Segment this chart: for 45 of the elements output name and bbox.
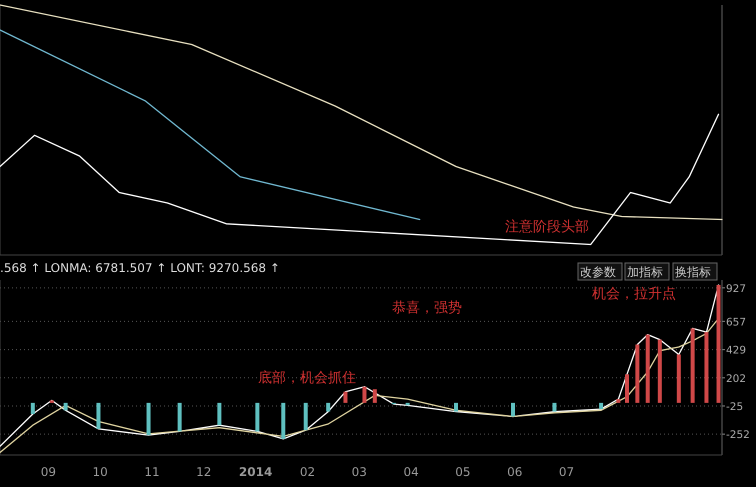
text: 换指标	[675, 265, 711, 279]
annotation: 机会，拉升点	[592, 286, 676, 302]
bar	[552, 402, 556, 412]
bar	[217, 402, 222, 426]
bar	[281, 402, 286, 439]
x-tick-label: 2014	[238, 465, 272, 479]
bar	[255, 402, 260, 432]
x-tick-label: 10	[92, 465, 108, 479]
bar	[454, 402, 458, 412]
bar	[658, 340, 662, 403]
bar	[146, 402, 151, 436]
annotation: 恭喜，强势	[392, 300, 462, 316]
bar	[304, 402, 308, 430]
text: .568 ↑ LONMA: 6781.507 ↑ LONT: 9270.568 ↑	[0, 261, 280, 275]
y-tick-label: 657	[726, 316, 746, 328]
bar	[716, 284, 721, 403]
y-tick-label: 429	[726, 344, 746, 357]
y-tick-label: 202	[726, 372, 746, 385]
text: 加指标	[627, 265, 663, 279]
bar	[690, 328, 695, 403]
bar	[50, 400, 54, 403]
bar	[625, 374, 629, 403]
bar	[646, 334, 650, 403]
x-tick-label: 05	[455, 465, 471, 479]
bar	[64, 402, 68, 410]
x-tick-label: 04	[403, 465, 419, 479]
x-tick-label: 02	[300, 465, 316, 479]
x-tick-label: 03	[352, 465, 367, 479]
bar	[178, 402, 182, 432]
x-tick-label: 07	[558, 465, 574, 479]
x-tick-label: 06	[507, 465, 522, 479]
bar	[96, 402, 100, 429]
x-tick-label: 09	[40, 465, 56, 479]
text: 改参数	[580, 265, 616, 279]
y-tick-label: -252	[726, 429, 750, 442]
annotation: 注意阶段头部	[505, 219, 589, 235]
y-tick-label: -25	[726, 400, 744, 413]
x-tick-label: 11	[144, 465, 160, 479]
bar	[676, 354, 681, 403]
bar	[704, 332, 708, 403]
y-tick-label: 927	[726, 282, 746, 295]
bar	[635, 344, 640, 403]
bar	[30, 402, 35, 414]
annotation: 底部，机会抓住	[258, 370, 356, 386]
x-tick-label: 12	[196, 465, 212, 479]
